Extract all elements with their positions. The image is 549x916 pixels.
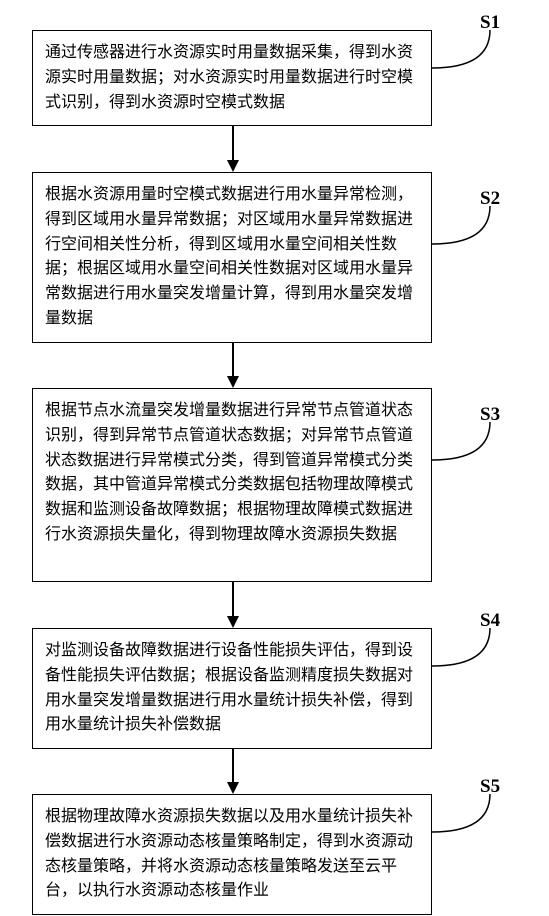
arrow-s4-s5 — [232, 748, 233, 794]
arrow-shaft — [232, 342, 234, 376]
step-label-s5: S5 — [480, 776, 500, 798]
step-box-s4: 对监测设备故障数据进行设备性能损失评估，得到设备性能损失评估数据；根据设备监测精… — [32, 628, 432, 749]
arrow-head-icon — [227, 616, 239, 628]
step-label-s4: S4 — [480, 610, 500, 632]
step-box-s1: 通过传感器进行水资源实时用量数据采集，得到水资源实时用量数据；对水资源实时用量数… — [32, 30, 432, 126]
step-label-s3: S3 — [480, 404, 500, 426]
arrow-s1-s2 — [232, 126, 233, 172]
step-box-s5: 根据物理故障水资源损失数据以及用水量统计损失补偿数据进行水资源动态核量策略制定，… — [32, 794, 432, 915]
step-box-s2: 根据水资源用量时空模式数据进行用水量异常检测，得到区域用水量异常数据；对区域用水… — [32, 172, 432, 343]
arrow-shaft — [232, 582, 234, 616]
arrow-head-icon — [227, 782, 239, 794]
arrow-head-icon — [227, 376, 239, 388]
arrow-shaft — [232, 748, 234, 782]
arrow-s3-s4 — [232, 582, 233, 628]
step-label-s1: S1 — [480, 12, 500, 34]
step-box-s3: 根据节点水流量突发增量数据进行异常节点管道状态识别，得到异常节点管道状态数据；对… — [32, 388, 432, 582]
arrow-s2-s3 — [232, 342, 233, 388]
step-label-s2: S2 — [480, 188, 500, 210]
arrow-head-icon — [227, 160, 239, 172]
arrow-shaft — [232, 126, 234, 160]
